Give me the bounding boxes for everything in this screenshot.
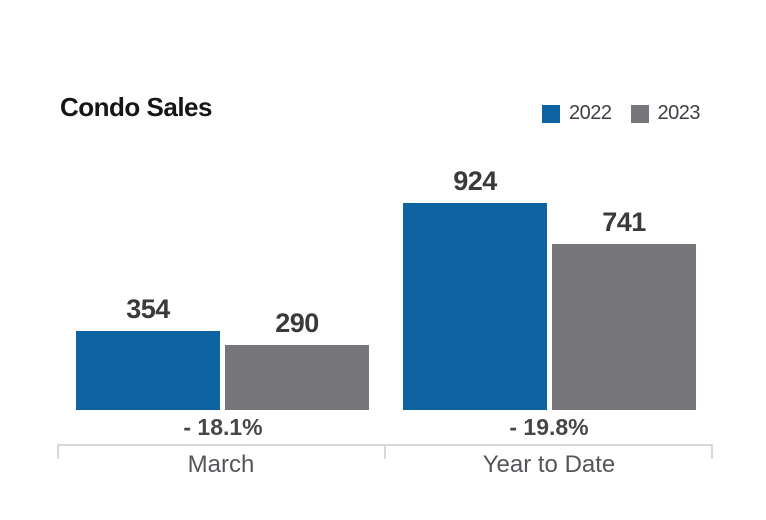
bar-value-ytd-2022: 924 [453, 166, 497, 196]
legend-swatch-2023 [630, 104, 649, 123]
legend-item-2022: 2022 [542, 102, 612, 125]
category-label-ytd: Year to Date [482, 451, 616, 478]
bar-ytd-2022 [403, 203, 547, 410]
legend-label-2023: 2023 [657, 102, 701, 124]
category-label-march: March [187, 451, 255, 478]
bar-march-2023 [225, 345, 369, 410]
axis-tick-left [57, 444, 59, 459]
bar-group-march: 354 290 [76, 296, 369, 410]
axis-tick-right [711, 444, 713, 459]
bar-col-ytd-2023: 741 [552, 209, 696, 410]
axis-tick-middle [384, 444, 386, 459]
bar-col-ytd-2022: 924 [403, 168, 547, 410]
chart-title: Condo Sales [60, 92, 212, 122]
bar-group-ytd: 924 741 [403, 168, 696, 410]
bar-value-march-2022: 354 [126, 294, 170, 324]
bar-march-2022 [76, 331, 220, 410]
legend-swatch-2022 [542, 104, 560, 123]
bar-col-march-2022: 354 [76, 296, 220, 410]
legend-label-2022: 2022 [569, 102, 612, 124]
legend: 2022 2023 [542, 102, 700, 125]
bar-value-ytd-2023: 741 [602, 207, 646, 237]
change-label-march: - 18.1% [183, 414, 263, 440]
bar-value-march-2023: 290 [275, 308, 319, 338]
legend-item-2023: 2023 [630, 102, 701, 125]
x-axis-line [57, 444, 713, 459]
change-label-ytd: - 19.8% [509, 414, 589, 440]
bar-col-march-2023: 290 [225, 310, 369, 410]
bar-ytd-2023 [552, 244, 696, 410]
